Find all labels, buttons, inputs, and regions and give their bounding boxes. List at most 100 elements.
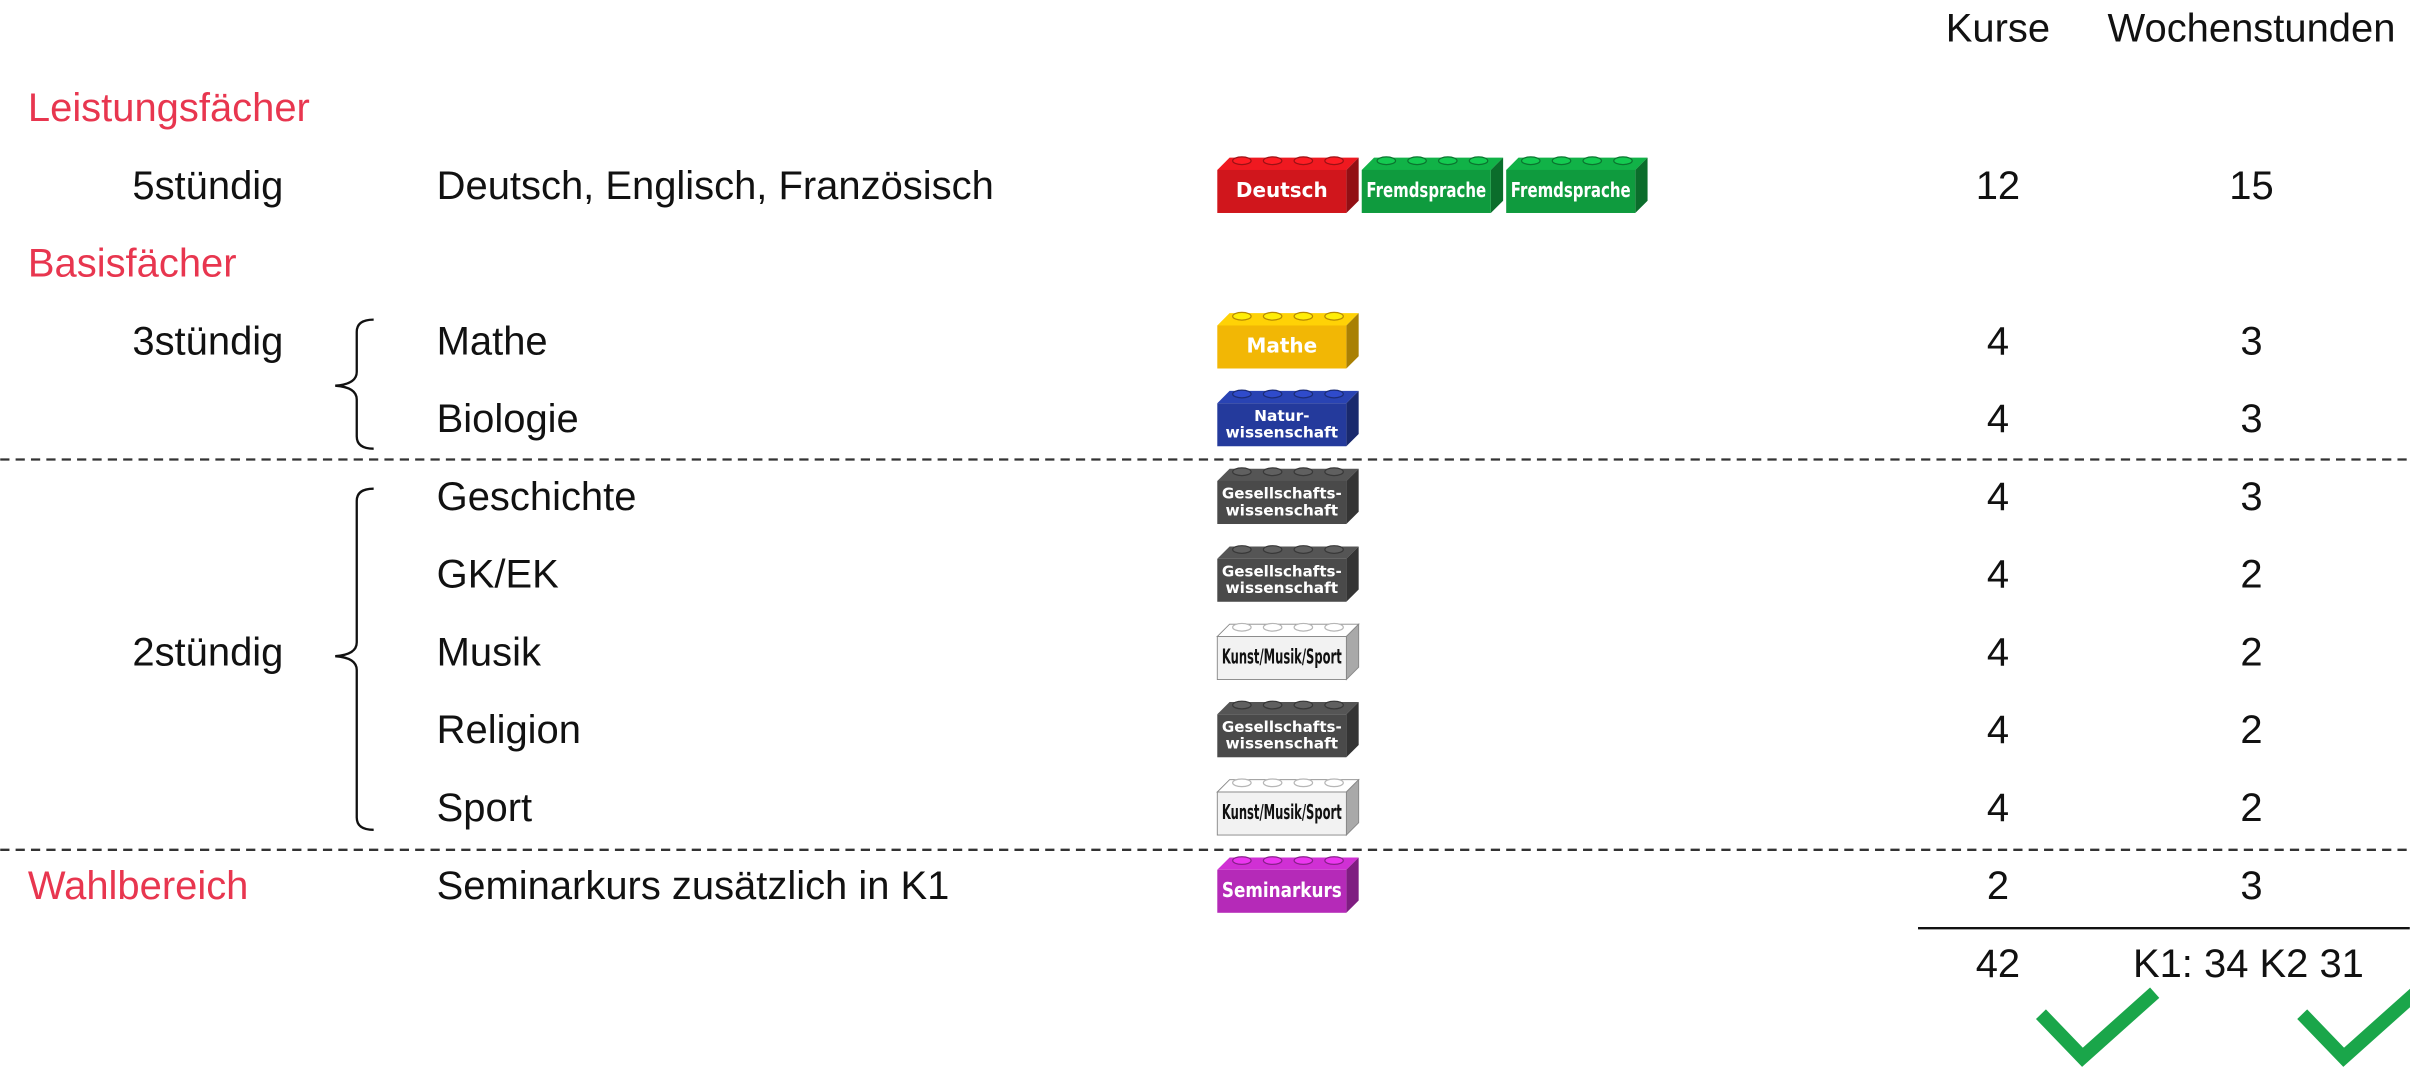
brick-label: Deutsch <box>1236 178 1328 202</box>
stunden: 3 <box>2240 319 2262 363</box>
brick-front <box>1217 403 1347 447</box>
brick-top <box>1217 157 1359 170</box>
brick-front <box>1361 169 1491 213</box>
brick-label: Fremdsprache <box>1366 178 1486 202</box>
checkmark <box>2035 987 2160 1067</box>
stunden: 2 <box>2240 553 2262 597</box>
brick-label: Gesellschafts- <box>1222 562 1342 580</box>
stud <box>1293 856 1314 866</box>
brick: Mathe <box>1217 311 1359 369</box>
brick-front <box>1216 636 1347 680</box>
subject: Religion <box>437 708 581 752</box>
kurse: 12 <box>1976 164 2020 208</box>
brick-label: Gesellschafts- <box>1222 718 1342 736</box>
brick-top <box>1217 701 1359 715</box>
stud <box>1324 467 1344 477</box>
stud <box>1262 467 1283 477</box>
stud <box>1613 156 1633 166</box>
brick: Fremdsprache <box>1506 156 1648 213</box>
stunden: 15 <box>2229 164 2273 208</box>
brick-side <box>1346 313 1359 369</box>
kurse: 4 <box>1987 397 2009 441</box>
total-kurse: 42 <box>1976 942 2020 986</box>
brick-side <box>1346 857 1359 913</box>
brick-front <box>1217 169 1347 213</box>
brick: Natur-wissenschaft <box>1217 389 1359 447</box>
stud <box>1324 856 1344 866</box>
stud <box>1232 156 1252 166</box>
stud <box>1293 156 1314 166</box>
brick: Kunst/Musik/Sport <box>1216 622 1360 681</box>
checkmark <box>2297 988 2410 1067</box>
stud <box>1232 700 1252 710</box>
brick-front <box>1217 480 1347 525</box>
brick-front <box>1217 714 1347 758</box>
stud <box>1582 156 1603 166</box>
brick: Fremdsprache <box>1361 156 1504 213</box>
stud <box>1293 467 1314 477</box>
stud <box>1468 156 1489 166</box>
stud <box>1262 778 1283 788</box>
brick: Deutsch <box>1217 156 1359 213</box>
stud <box>1232 467 1252 477</box>
stud <box>1262 856 1283 866</box>
stud <box>1232 389 1252 399</box>
brick-label: wissenschaft <box>1225 579 1338 597</box>
stud <box>1324 311 1344 321</box>
stud <box>1324 545 1344 554</box>
brick-side <box>1346 546 1359 602</box>
brick-top <box>1506 157 1648 170</box>
subject: Biologie <box>437 397 579 441</box>
brick-top <box>1217 313 1359 326</box>
group-label: Leistungsfächer <box>28 86 310 130</box>
stud <box>1324 156 1344 166</box>
stunden: 2 <box>2240 630 2262 674</box>
brick-side <box>1635 157 1648 213</box>
kurse: 4 <box>1987 319 2009 363</box>
brick-side <box>1346 157 1359 213</box>
brick-label: wissenschaft <box>1225 501 1338 519</box>
brick-label: Natur- <box>1254 407 1309 425</box>
brick-top <box>1217 390 1359 404</box>
brick: Seminarkurs <box>1217 856 1359 913</box>
stud <box>1232 778 1252 788</box>
stud <box>1324 700 1344 710</box>
brick: Kunst/Musik/Sport <box>1216 778 1360 837</box>
brace <box>335 318 374 450</box>
stud <box>1262 622 1283 632</box>
brick-front <box>1217 325 1347 369</box>
subject: Geschichte <box>437 475 637 519</box>
stunden: 2 <box>2240 786 2262 830</box>
brick: Gesellschafts-wissenschaft <box>1217 700 1359 758</box>
stud <box>1293 700 1314 710</box>
stud <box>1232 622 1252 632</box>
brick-front <box>1216 791 1347 836</box>
brick: Gesellschafts-wissenschaft <box>1217 545 1359 602</box>
group-label: Wahlbereich <box>28 864 249 908</box>
brick-front <box>1217 558 1347 602</box>
level-label: 3stündig <box>132 319 283 363</box>
brick-label: Gesellschafts- <box>1222 485 1342 503</box>
kurse: 4 <box>1987 786 2009 830</box>
subject: GK/EK <box>437 553 559 597</box>
subject: Mathe <box>437 319 548 363</box>
group-label: Basisfächer <box>28 242 237 286</box>
stud <box>1262 700 1283 710</box>
brick-label: wissenschaft <box>1225 735 1338 753</box>
kurse: 4 <box>1987 553 2009 597</box>
header-kurse: Kurse <box>1946 6 2050 50</box>
stud <box>1262 545 1283 554</box>
stunden: 3 <box>2240 397 2262 441</box>
brick-top <box>1361 157 1504 170</box>
brick-label: Kunst/Musik/Sport <box>1222 800 1342 824</box>
stud <box>1324 778 1344 788</box>
stud <box>1437 156 1458 166</box>
kurse: 4 <box>1987 630 2009 674</box>
brick-label: Fremdsprache <box>1511 178 1631 202</box>
brick-label: Seminarkurs <box>1222 878 1342 902</box>
stunden: 2 <box>2240 708 2262 752</box>
stunden: 3 <box>2240 864 2262 908</box>
brick-top <box>1217 468 1359 481</box>
stud <box>1293 389 1314 399</box>
